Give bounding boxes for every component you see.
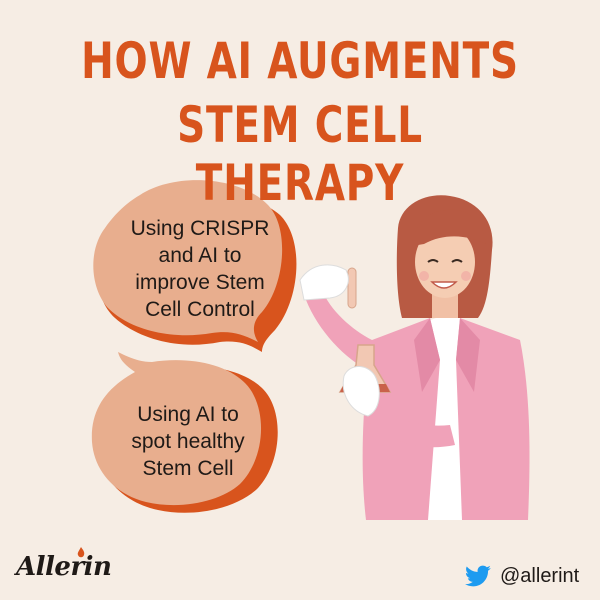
scientist-illustration — [299, 195, 530, 520]
speech-bubble-1-body — [93, 180, 283, 342]
bubble-1-text: Using CRISPR and AI to improve Stem Cell… — [110, 215, 290, 323]
bubble-2-line: Using AI to — [137, 403, 239, 426]
glove-bottom — [342, 366, 380, 417]
bubble-2-line: spot healthy — [131, 430, 245, 453]
bubble-1-line: Using CRISPR — [130, 217, 270, 240]
brand-logo: Allerin — [16, 552, 112, 582]
speech-bubble-2-body — [91, 352, 262, 506]
glove-top — [299, 264, 349, 301]
title-line-2: STEM CELL THERAPY — [177, 96, 423, 212]
twitter-handle[interactable]: @allerint — [500, 565, 580, 587]
speech-bubble-1 — [93, 180, 297, 352]
speech-bubble-2 — [91, 352, 278, 513]
bubble-1-line: improve Stem — [135, 271, 265, 294]
bubble-2-line: Stem Cell — [142, 457, 234, 480]
face — [415, 226, 475, 298]
bubble-1-line: and AI to — [158, 244, 242, 267]
twitter-bird-icon[interactable] — [464, 565, 492, 589]
flame-icon — [77, 547, 85, 558]
title-line-1: HOW AI AUGMENTS — [81, 32, 519, 90]
bubble-1-line: Cell Control — [145, 298, 255, 321]
test-tube — [347, 267, 357, 309]
bubble-2-text: Using AI to spot healthy Stem Cell — [108, 401, 268, 482]
raised-arm — [306, 290, 372, 372]
